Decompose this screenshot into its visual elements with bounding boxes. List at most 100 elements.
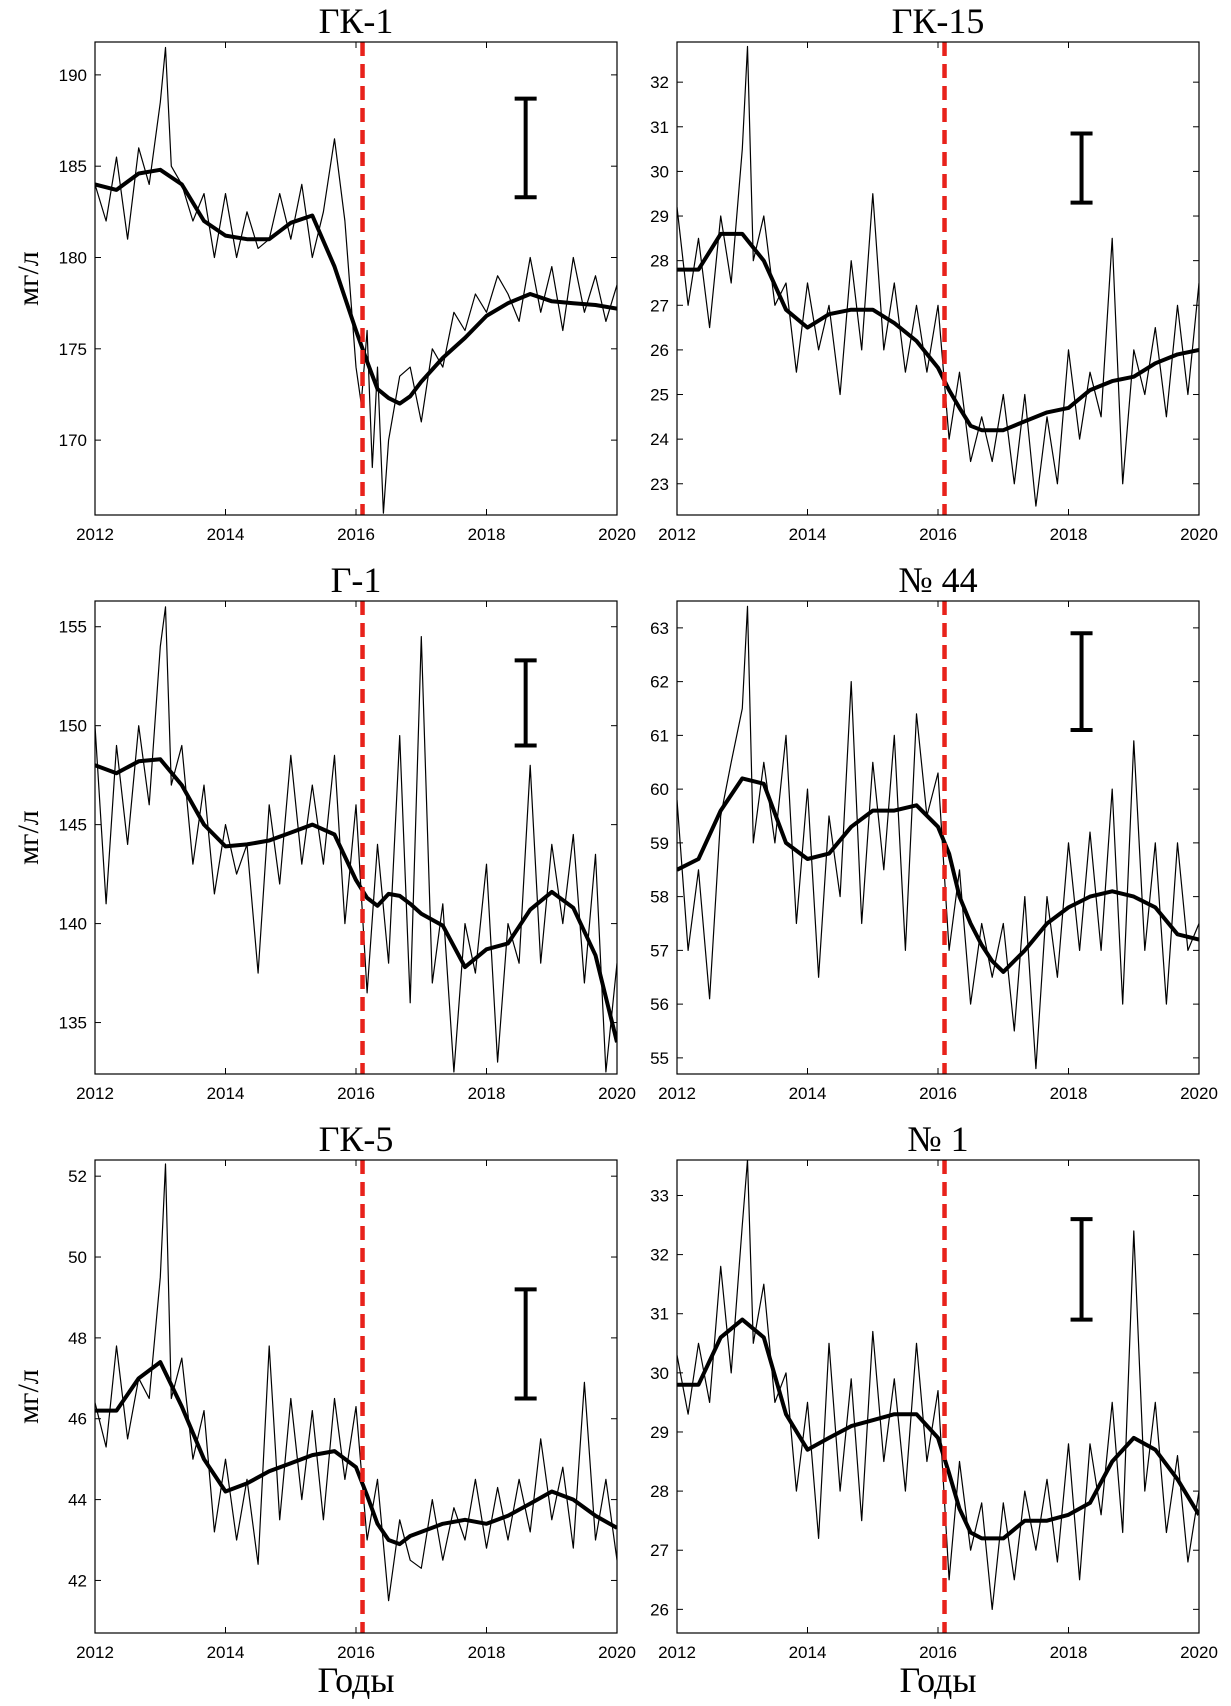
error-bar — [514, 96, 537, 200]
plot-frame — [94, 600, 618, 1075]
smoothed-series-line — [677, 1317, 1199, 1541]
x-tick-label: 2014 — [207, 1643, 245, 1662]
smoothed-series-line — [95, 167, 617, 406]
x-tick-label: 2016 — [919, 525, 957, 544]
raw-series-line — [677, 1160, 1199, 1611]
x-tick-label: 2020 — [598, 1643, 636, 1662]
error-bar — [1070, 631, 1093, 732]
y-tick-label: 180 — [59, 248, 87, 267]
y-tick-label: 28 — [650, 252, 669, 271]
error-bar — [1070, 131, 1093, 205]
smoothed-series-line — [95, 1360, 617, 1547]
y-tick-label: 46 — [68, 1410, 87, 1429]
raw-series-line — [95, 46, 617, 514]
y-tick-label: 59 — [650, 834, 669, 853]
y-tick-label: 60 — [650, 780, 669, 799]
x-tick-label: 2016 — [337, 1084, 375, 1103]
x-tick-label: 2014 — [789, 525, 827, 544]
y-tick-label: 62 — [650, 673, 669, 692]
smoothed-series-line — [677, 776, 1199, 974]
x-tick-label: 2016 — [919, 1084, 957, 1103]
y-tick-label: 25 — [650, 386, 669, 405]
y-tick-label: 61 — [650, 726, 669, 745]
y-tick-label: 57 — [650, 941, 669, 960]
x-tick-label: 2012 — [658, 1084, 696, 1103]
y-tick-label: 55 — [650, 1049, 669, 1068]
plot-frame — [676, 600, 1200, 1075]
y-axis-label: мг/л — [12, 810, 45, 865]
y-tick-label: 58 — [650, 888, 669, 907]
y-tick-label: 30 — [650, 162, 669, 181]
y-tick-label: 140 — [59, 915, 87, 934]
x-tick-label: 2020 — [1180, 1084, 1218, 1103]
panel-5: 2012 2014 2016 2018 2020 42 44 46 48 50 52 ГК-5 мг/л… — [12, 1119, 636, 1700]
error-bar — [514, 1287, 537, 1401]
y-tick-label: 63 — [650, 619, 669, 638]
y-tick-label: 42 — [68, 1571, 87, 1590]
x-tick-label: 2016 — [337, 1643, 375, 1662]
y-tick-label: 56 — [650, 995, 669, 1014]
chart-title: ГК-1 — [319, 1, 394, 41]
x-tick-label: 2012 — [658, 525, 696, 544]
panel-6: 2012 2014 2016 2018 2020 26 27 28 29 30 31 32 33 № 1 Г… — [650, 1119, 1218, 1700]
y-tick-label: 31 — [650, 118, 669, 137]
x-tick-label: 2018 — [1050, 1084, 1088, 1103]
panel-4: 2012 2014 2016 2018 2020 55 56 57 58 59 60 61 62 63 № … — [650, 560, 1218, 1103]
x-tick-label: 2014 — [207, 525, 245, 544]
raw-series-line — [95, 606, 617, 1073]
error-bar — [514, 658, 537, 748]
x-tick-label: 2016 — [919, 1643, 957, 1662]
error-bar — [1070, 1217, 1093, 1322]
x-tick-label: 2016 — [337, 525, 375, 544]
y-tick-label: 28 — [650, 1482, 669, 1501]
x-tick-label: 2018 — [468, 1084, 506, 1103]
y-tick-label: 27 — [650, 1541, 669, 1560]
y-tick-label: 44 — [68, 1491, 87, 1510]
chart-title: ГК-5 — [319, 1119, 394, 1159]
y-tick-label: 50 — [68, 1248, 87, 1267]
chart-title: Г-1 — [331, 560, 382, 600]
y-tick-label: 24 — [650, 430, 669, 449]
x-axis-label: Годы — [899, 1660, 976, 1700]
raw-series-line — [677, 605, 1199, 1070]
x-tick-label: 2018 — [1050, 525, 1088, 544]
chart-title: ГК-15 — [892, 1, 985, 41]
x-tick-label: 2014 — [789, 1084, 827, 1103]
y-tick-label: 23 — [650, 475, 669, 494]
panel-1: 2012 2014 2016 2018 2020 170 175 180 185 190 ГК-1 м… — [12, 1, 636, 544]
plot-frame — [94, 41, 618, 516]
x-tick-label: 2012 — [76, 525, 114, 544]
y-tick-label: 150 — [59, 717, 87, 736]
y-tick-label: 48 — [68, 1329, 87, 1348]
y-tick-label: 190 — [59, 66, 87, 85]
y-tick-label: 175 — [59, 340, 87, 359]
y-tick-label: 33 — [650, 1186, 669, 1205]
plot-frame — [94, 1159, 618, 1634]
x-tick-label: 2020 — [1180, 525, 1218, 544]
x-tick-label: 2020 — [598, 1084, 636, 1103]
y-tick-label: 30 — [650, 1364, 669, 1383]
x-axis-label: Годы — [317, 1660, 394, 1700]
smoothed-series-line — [95, 757, 617, 1043]
x-tick-label: 2018 — [468, 525, 506, 544]
y-tick-label: 31 — [650, 1305, 669, 1324]
y-axis-label: мг/л — [12, 251, 45, 306]
y-tick-label: 29 — [650, 1423, 669, 1442]
y-tick-label: 29 — [650, 207, 669, 226]
y-tick-label: 32 — [650, 73, 669, 92]
y-axis-label: мг/л — [12, 1369, 45, 1424]
x-tick-label: 2020 — [598, 525, 636, 544]
x-tick-label: 2020 — [1180, 1643, 1218, 1662]
raw-series-line — [95, 1163, 617, 1602]
y-tick-label: 185 — [59, 157, 87, 176]
y-tick-label: 135 — [59, 1014, 87, 1033]
x-tick-label: 2012 — [76, 1084, 114, 1103]
chart-title: № 1 — [907, 1119, 968, 1159]
x-tick-label: 2018 — [1050, 1643, 1088, 1662]
chart-title: № 44 — [898, 560, 977, 600]
raw-series-line — [677, 45, 1199, 507]
x-tick-label: 2018 — [468, 1643, 506, 1662]
x-tick-label: 2014 — [789, 1643, 827, 1662]
y-tick-label: 170 — [59, 431, 87, 450]
